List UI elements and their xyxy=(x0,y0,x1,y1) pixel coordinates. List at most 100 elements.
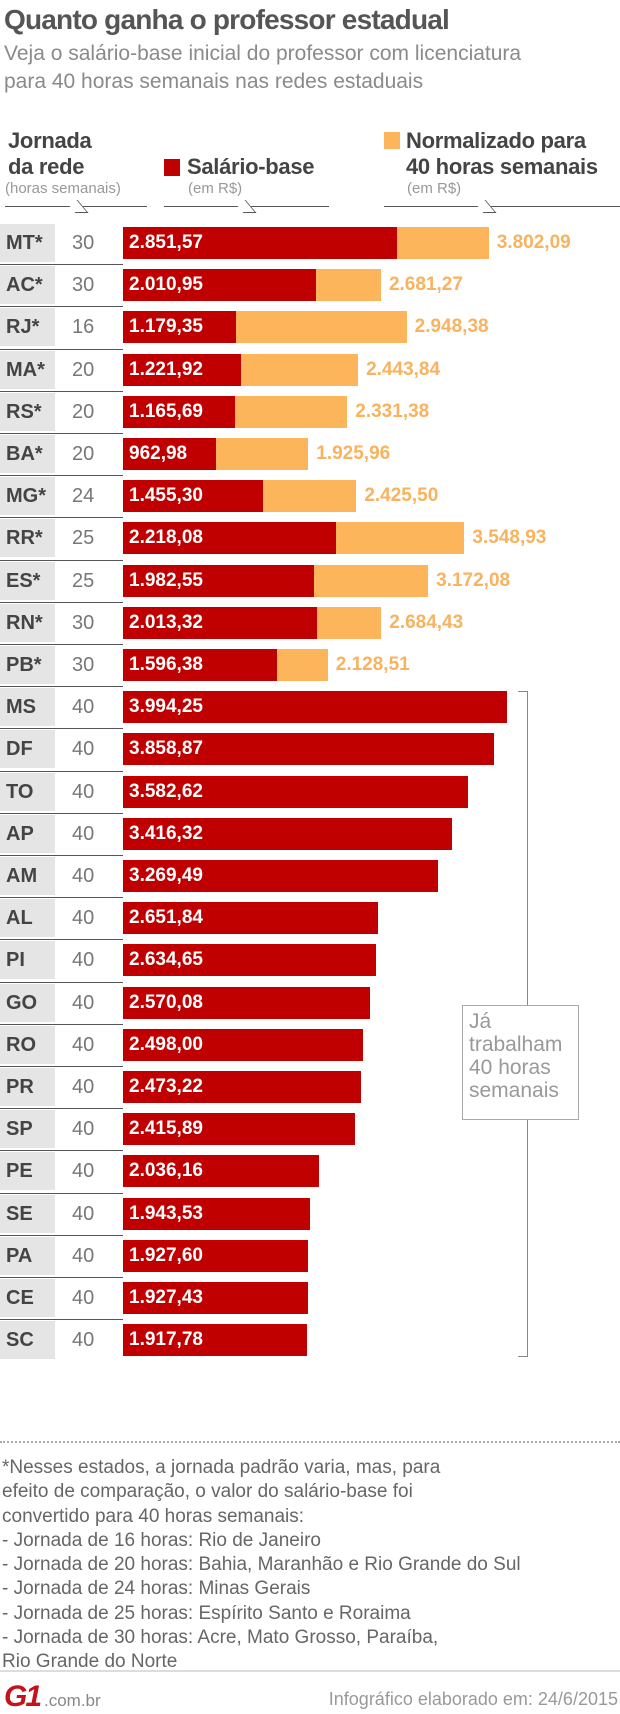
state-label: SE xyxy=(0,1194,55,1233)
legend-normalized-rule xyxy=(384,206,620,207)
row-separator xyxy=(0,812,123,814)
base-value-label: 3.994,25 xyxy=(129,696,203,718)
state-label: AP xyxy=(0,814,55,853)
bar-base xyxy=(123,733,495,766)
bar-base xyxy=(123,1113,356,1146)
row-separator xyxy=(0,475,123,477)
legend-normalized-title-1: Normalizado para xyxy=(406,128,586,153)
state-label: RR* xyxy=(0,519,55,558)
row-separator xyxy=(0,770,123,772)
bar-base xyxy=(123,691,508,724)
bar-base xyxy=(123,1028,364,1061)
state-label: RN* xyxy=(0,603,55,642)
hours-value: 40 xyxy=(72,865,95,887)
hours-value: 40 xyxy=(72,822,95,845)
row-separator xyxy=(0,306,123,308)
base-value-label: 2.634,65 xyxy=(129,949,203,971)
bar-base xyxy=(123,269,317,302)
subtitle-line-2: para 40 horas semanais nas redes estadua… xyxy=(4,70,424,93)
row-separator xyxy=(0,897,123,899)
hours-value: 30 xyxy=(72,274,95,297)
bar-base xyxy=(123,775,468,808)
base-value-label: 1.943,53 xyxy=(129,1202,203,1224)
bar-base xyxy=(123,395,236,428)
footnote-line: - Jornada de 24 horas: Minas Gerais xyxy=(2,1578,311,1600)
base-value-label: 962,98 xyxy=(129,443,188,464)
normalized-value-label: 2.948,38 xyxy=(414,316,489,338)
base-value-label: 3.416,32 xyxy=(129,822,203,844)
footnote-line: convertido para 40 horas semanais: xyxy=(2,1505,305,1527)
bar-base xyxy=(123,860,438,892)
state-label: SC xyxy=(0,1321,55,1360)
row-separator xyxy=(0,433,123,434)
hours-header-line-2: da rede xyxy=(8,154,85,179)
hours-value: 40 xyxy=(72,1118,95,1141)
row-separator xyxy=(0,390,123,392)
normalized-value-label: 1.925,96 xyxy=(316,443,391,464)
hours-value: 40 xyxy=(72,1329,95,1352)
bracket-note: Já trabalham 40 horas semanais xyxy=(462,1005,579,1120)
bar-base xyxy=(123,649,277,681)
footnote-line: Rio Grande do Norte xyxy=(2,1651,178,1673)
base-value-label: 1.221,92 xyxy=(129,358,203,380)
footnote-line: *Nesses estados, a jornada padrão varia,… xyxy=(2,1457,441,1478)
bar-base xyxy=(123,1155,319,1188)
bar-base xyxy=(123,1071,361,1103)
footnote-line: - Jornada de 16 horas: Rio de Janeiro xyxy=(2,1529,321,1551)
hours-value: 40 xyxy=(72,1202,95,1225)
row-separator xyxy=(0,644,123,645)
state-label: MS xyxy=(0,688,55,727)
row-separator xyxy=(0,348,123,350)
footnote-line: - Jornada de 30 horas: Acre, Mato Grosso… xyxy=(2,1627,439,1649)
row-separator xyxy=(0,1192,123,1194)
base-value-label: 2.218,08 xyxy=(129,527,203,549)
bar-base xyxy=(123,944,377,977)
base-value-label: 2.473,22 xyxy=(129,1076,203,1097)
legend-swatch-normalized xyxy=(384,132,400,149)
state-label: BA* xyxy=(0,435,55,473)
hours-value: 24 xyxy=(72,485,95,508)
footnote-line: - Jornada de 25 horas: Espírito Santo e … xyxy=(2,1602,411,1624)
hours-header-unit: (horas semanais) xyxy=(5,180,121,197)
state-label: MG* xyxy=(0,477,55,516)
bracket-note-line: trabalham xyxy=(469,1033,563,1056)
bar-base xyxy=(123,438,216,470)
hours-value: 40 xyxy=(72,949,95,972)
logo-domain: .com.br xyxy=(44,1691,101,1710)
row-separator xyxy=(0,1108,123,1110)
base-value-label: 1.165,69 xyxy=(129,400,203,422)
bar-base xyxy=(123,1239,309,1272)
state-label: RS* xyxy=(0,392,55,431)
base-value-label: 2.010,95 xyxy=(129,274,203,296)
normalized-value-label: 2.425,50 xyxy=(364,485,439,507)
row-separator xyxy=(0,1234,123,1236)
hours-value: 20 xyxy=(72,443,95,465)
state-label: PA xyxy=(0,1236,55,1275)
row-separator xyxy=(0,1277,123,1278)
state-label: RJ* xyxy=(0,308,55,347)
normalized-value-label: 2.128,51 xyxy=(335,654,410,675)
state-label: MT* xyxy=(0,224,55,262)
base-value-label: 1.927,43 xyxy=(129,1287,203,1308)
base-value-label: 2.013,32 xyxy=(129,611,203,633)
base-value-label: 2.498,00 xyxy=(129,1033,203,1055)
hours-value: 40 xyxy=(72,696,95,719)
base-value-label: 1.917,78 xyxy=(129,1329,203,1351)
base-value-label: 1.455,30 xyxy=(129,485,203,507)
hours-value: 40 xyxy=(72,991,95,1014)
bar-base xyxy=(123,522,337,555)
bar-base xyxy=(123,227,398,259)
base-value-label: 1.982,55 xyxy=(129,569,203,591)
bar-base xyxy=(123,817,452,850)
footnote-line: efeito de comparação, o valor do salário… xyxy=(2,1481,413,1503)
state-label: AL xyxy=(0,899,55,938)
chart-title: Quanto ganha o professor estadual xyxy=(4,4,450,35)
bar-base xyxy=(123,902,379,935)
bar-base xyxy=(123,986,371,1019)
bar-base xyxy=(123,1197,310,1230)
legend-base-title: Salário-base xyxy=(187,154,315,179)
hours-value: 16 xyxy=(72,316,95,339)
base-value-label: 1.596,38 xyxy=(129,654,203,675)
hours-value: 40 xyxy=(72,1160,95,1183)
legend-normalized-unit: (em R$) xyxy=(407,180,462,197)
